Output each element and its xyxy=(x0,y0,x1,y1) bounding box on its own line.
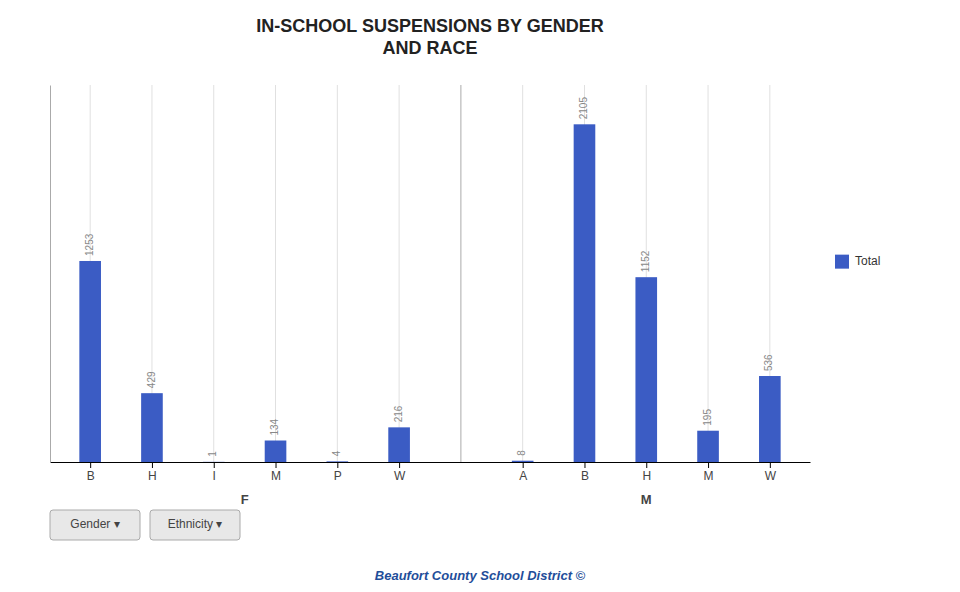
bar xyxy=(265,441,287,462)
x-tick: A xyxy=(519,462,527,483)
legend-swatch xyxy=(835,255,849,269)
filter-button-label[interactable]: Gender ▾ xyxy=(70,517,119,531)
x-tick-mark xyxy=(276,462,277,468)
x-tick-mark xyxy=(90,462,91,468)
grid-line xyxy=(522,85,523,462)
x-tick-label: W xyxy=(765,469,777,483)
bar xyxy=(327,461,349,462)
data-label: 2105 xyxy=(578,97,589,120)
data-label: 429 xyxy=(146,371,157,388)
x-tick: B xyxy=(581,462,589,483)
data-label: 134 xyxy=(269,418,280,435)
x-tick-label: H xyxy=(148,469,157,483)
data-label: 216 xyxy=(393,405,404,422)
grid xyxy=(90,85,770,462)
title: IN-SCHOOL SUSPENSIONS BY GENDERAND RACE xyxy=(256,16,603,58)
title-line: AND RACE xyxy=(382,38,477,58)
x-tick-mark xyxy=(708,462,709,468)
data-label: 1152 xyxy=(640,250,651,272)
x-axis-line xyxy=(51,462,811,463)
data-label: 1253 xyxy=(84,233,95,256)
bar xyxy=(141,393,163,462)
filter-button-box[interactable] xyxy=(50,510,140,540)
filter-button-box[interactable] xyxy=(150,510,240,540)
grid-line xyxy=(399,85,400,462)
grid-line xyxy=(708,85,709,462)
title-line: IN-SCHOOL SUSPENSIONS BY GENDER xyxy=(256,16,603,36)
x-tick: M xyxy=(704,462,714,483)
x-tick-mark xyxy=(584,462,585,468)
group-label: M xyxy=(641,492,652,507)
bar xyxy=(574,124,596,462)
bar xyxy=(512,461,534,462)
x-tick: M xyxy=(271,462,281,483)
data-labels: 1253 429 1 134 4 216 8 2105 1152 195 536 xyxy=(84,97,775,457)
legend: Total xyxy=(835,254,880,269)
x-tick-mark xyxy=(152,462,153,468)
x-tick-label: W xyxy=(394,469,406,483)
grid-line xyxy=(337,85,338,462)
x-tick: H xyxy=(148,462,157,483)
bar xyxy=(79,261,101,462)
grid-line xyxy=(275,85,276,462)
bar xyxy=(203,461,225,462)
y-axis xyxy=(50,86,51,463)
data-label: 536 xyxy=(763,354,774,371)
data-label: 1 xyxy=(207,451,218,457)
x-axis: BHIMPWABHMW xyxy=(51,462,811,483)
x-tick: H xyxy=(642,462,651,483)
x-tick: W xyxy=(394,462,406,483)
data-label: 195 xyxy=(702,409,713,426)
grid-line xyxy=(213,85,214,462)
x-tick-mark xyxy=(646,462,647,468)
data-label: 8 xyxy=(516,450,527,456)
filter-button-label[interactable]: Ethnicity ▾ xyxy=(168,517,223,531)
data-label: 4 xyxy=(331,450,342,456)
x-tick-mark xyxy=(214,462,215,468)
bar xyxy=(697,431,719,462)
group-label: F xyxy=(241,492,249,507)
bar xyxy=(388,427,410,462)
x-tick-label: H xyxy=(642,469,651,483)
x-tick-label: I xyxy=(213,469,216,483)
x-tick-label: A xyxy=(519,469,527,483)
bar xyxy=(759,376,781,462)
filter-button[interactable]: Gender ▾ xyxy=(50,510,140,540)
x-tick-mark xyxy=(523,462,524,468)
x-tick-label: M xyxy=(704,469,714,483)
x-tick-label: B xyxy=(581,469,589,483)
x-tick-mark xyxy=(337,462,338,468)
x-tick: B xyxy=(87,462,95,483)
bar xyxy=(635,277,657,462)
filter-button[interactable]: Ethnicity ▾ xyxy=(150,510,240,540)
x-tick-mark xyxy=(399,462,400,468)
legend-label: Total xyxy=(855,254,880,268)
x-tick-label: B xyxy=(87,469,95,483)
bars xyxy=(79,124,780,462)
y-axis-line xyxy=(50,86,51,463)
x-tick-label: P xyxy=(334,469,342,483)
x-tick: I xyxy=(213,462,216,483)
x-tick: P xyxy=(334,462,342,483)
chart: IN-SCHOOL SUSPENSIONS BY GENDERAND RACE 1… xyxy=(0,0,960,592)
x-tick: W xyxy=(765,462,777,483)
group-separator xyxy=(460,85,461,462)
x-tick-label: M xyxy=(271,469,281,483)
footer: Beaufort County School District © xyxy=(375,568,586,583)
plot: 125342911344216821051152195536BHIMPWABHM… xyxy=(51,85,811,507)
x-tick-mark xyxy=(770,462,771,468)
